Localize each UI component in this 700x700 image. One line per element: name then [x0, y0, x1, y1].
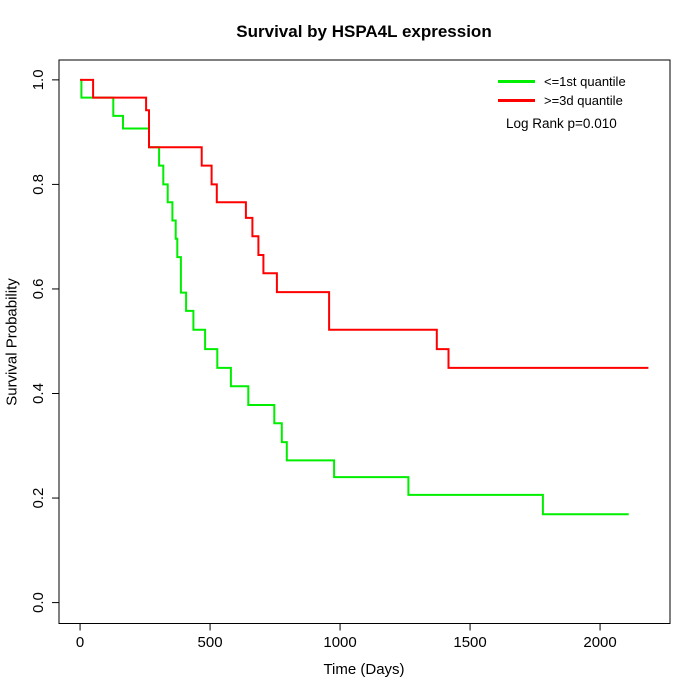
y-axis-tick-label: 0.2 — [30, 488, 47, 509]
legend-item-low-expression: <=1st quantile — [498, 72, 626, 91]
x-axis-tick-label: 1000 — [323, 634, 356, 651]
y-axis-tick-label: 0.8 — [30, 174, 47, 195]
legend-item-high-expression: >=3d quantile — [498, 91, 626, 110]
chart-title: Survival by HSPA4L expression — [236, 22, 492, 41]
y-axis-tick-label: 0.0 — [30, 592, 47, 613]
y-axis-tick-label: 0.6 — [30, 279, 47, 300]
log-rank-pvalue: Log Rank p=0.010 — [506, 116, 617, 131]
plot-border — [58, 59, 671, 624]
x-axis-tick-label: 500 — [198, 634, 223, 651]
survival-curve-green — [80, 78, 629, 516]
y-axis-label: Survival Probability — [3, 278, 21, 406]
legend-label: >=3d quantile — [544, 93, 623, 108]
survival-curve-red — [80, 78, 649, 369]
legend-line-red — [498, 99, 535, 102]
x-axis-tick-label: 2000 — [583, 634, 616, 651]
x-axis-label: Time (Days) — [323, 661, 405, 678]
x-axis-tick-label: 0 — [76, 634, 84, 651]
y-axis-tick-label: 1.0 — [30, 69, 47, 90]
legend-line-green — [498, 80, 535, 83]
legend-label: <=1st quantile — [544, 74, 626, 89]
x-axis-tick-label: 1500 — [453, 634, 486, 651]
y-axis-tick-label: 0.4 — [30, 383, 47, 404]
legend: <=1st quantile >=3d quantile Log Rank p=… — [498, 72, 626, 131]
